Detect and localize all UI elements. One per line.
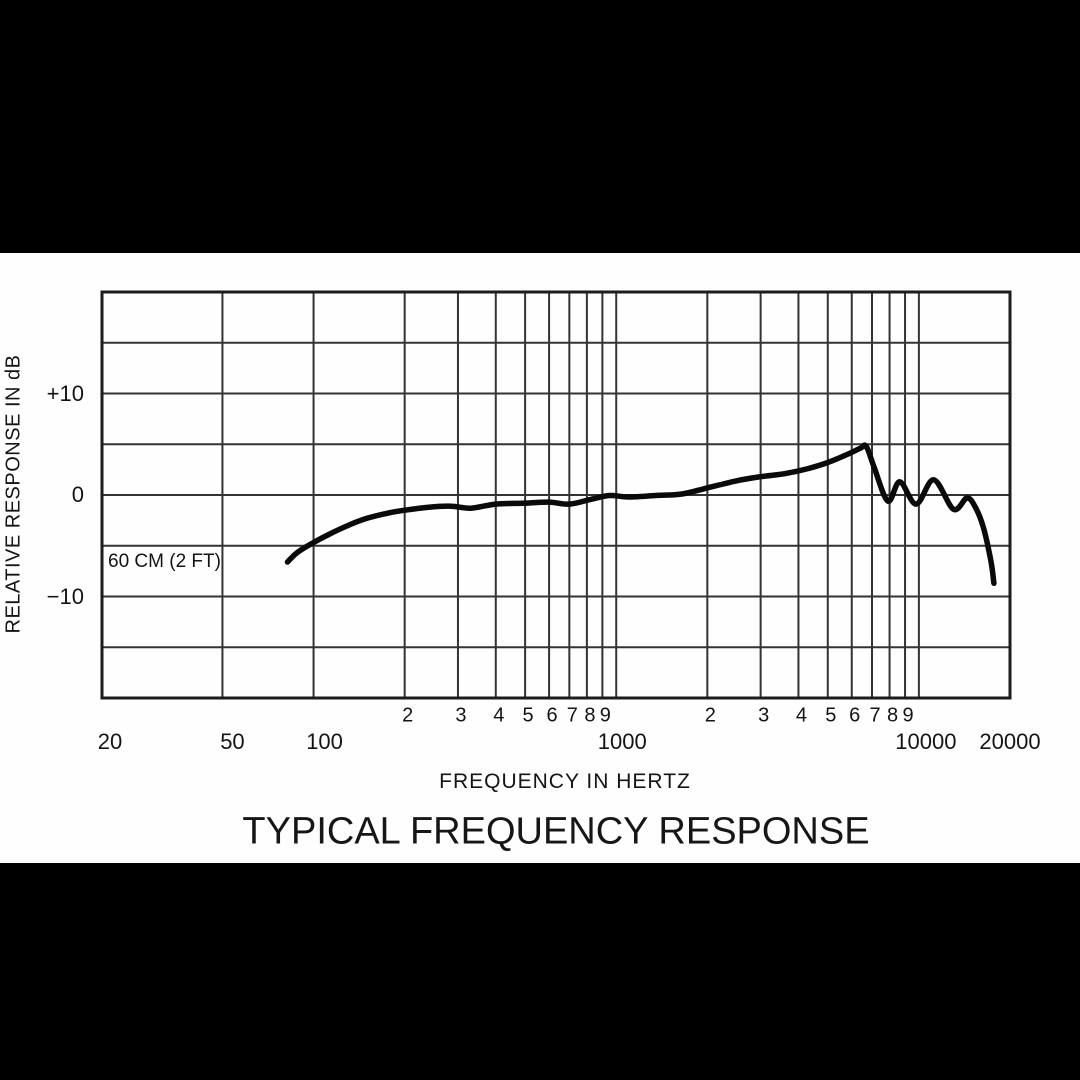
x-major-tick-label: 20000 (979, 729, 1041, 754)
y-tick-label: 0 (71, 482, 84, 507)
x-minor-tick-label: 7 (566, 704, 578, 727)
letterbox-bottom (0, 863, 1080, 1080)
x-major-tick-label: 10000 (895, 729, 957, 754)
x-minor-tick-label: 5 (522, 704, 534, 727)
distance-annotation: 60 CM (2 FT) (108, 551, 221, 572)
x-major-tick-label: 100 (306, 729, 343, 754)
x-minor-tick-label: 4 (795, 704, 807, 727)
x-minor-tick-label: 4 (493, 704, 505, 727)
x-major-tick-label: 1000 (597, 729, 647, 754)
x-minor-tick-label: 2 (402, 704, 414, 727)
response-curve-path (284, 442, 997, 587)
x-minor-tick-label: 6 (546, 704, 558, 727)
response-curve (284, 442, 997, 587)
x-minor-tick-label: 6 (849, 704, 861, 727)
x-minor-tick-label: 3 (455, 704, 467, 727)
y-axis-title: RELATIVE RESPONSE IN dB (2, 354, 25, 634)
letterbox-top (0, 0, 1080, 253)
y-tick-label: −10 (46, 583, 84, 609)
chart-panel (0, 253, 1080, 863)
x-minor-tick-label: 5 (825, 704, 837, 727)
x-major-tick-label: 50 (220, 729, 245, 754)
x-minor-tick-label: 8 (886, 704, 899, 727)
chart-title: TYPICAL FREQUENCY RESPONSE (242, 810, 870, 853)
x-minor-tick-label: 7 (869, 704, 881, 727)
x-minor-tick-label: 8 (584, 704, 596, 727)
x-minor-tick-label: 3 (758, 704, 770, 727)
y-tick-label: +10 (46, 380, 84, 406)
grid-lines (100, 290, 1012, 700)
x-major-tick-label: 20 (97, 729, 123, 754)
x-minor-tick-label: 9 (599, 704, 611, 727)
x-axis-title: FREQUENCY IN HERTZ (439, 770, 691, 793)
x-minor-tick-label: 9 (902, 704, 914, 727)
x-minor-tick-label: 2 (704, 704, 716, 727)
